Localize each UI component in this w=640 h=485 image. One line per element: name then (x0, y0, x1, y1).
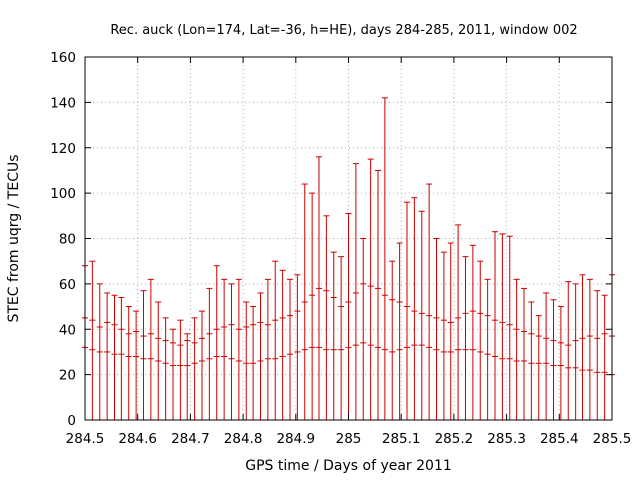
error-bar-point (586, 278, 593, 420)
y-tick-label: 120 (50, 141, 76, 157)
error-bar-point (257, 292, 264, 420)
error-bar-point (301, 183, 308, 420)
error-bar-point (557, 306, 564, 420)
grid (85, 57, 612, 420)
x-tick-label: 285 (336, 431, 362, 447)
axis-ticks: 0 20 40 60 80 100 120 140 160 284.5 284.6 284.7 284.… (50, 50, 631, 447)
error-bar-point (279, 269, 286, 420)
error-bar-point (572, 283, 579, 420)
y-tick-label: 0 (67, 413, 76, 429)
error-bar-point (228, 283, 235, 420)
error-bar-point (191, 317, 198, 420)
error-bar-point (155, 301, 162, 420)
error-bar-point (243, 301, 250, 420)
error-bar-point (360, 238, 367, 420)
error-bar-point (264, 278, 271, 420)
y-tick-label: 100 (50, 186, 76, 202)
error-bar-point (506, 235, 513, 420)
error-bar-point (477, 260, 484, 420)
error-bar-point (198, 310, 205, 420)
error-bar-point (513, 278, 520, 420)
error-bar-point (162, 317, 169, 420)
error-bar-point (133, 310, 140, 420)
error-bar-point (455, 224, 462, 420)
x-tick-label: 284.8 (224, 431, 263, 447)
error-bar-point (235, 278, 242, 420)
error-bar-point (315, 156, 322, 420)
error-bar-point (330, 251, 337, 420)
error-bar-point (323, 215, 330, 420)
error-bar-point (96, 283, 103, 420)
error-bar-point (462, 256, 469, 420)
error-bar-point (375, 169, 382, 420)
error-bar-point (250, 306, 257, 420)
error-bar-point (381, 97, 388, 420)
error-bar-point (433, 238, 440, 420)
error-bar-point (206, 287, 213, 420)
error-bar-point (565, 281, 572, 420)
x-tick-label: 285.2 (435, 431, 474, 447)
error-bar-point (601, 294, 608, 420)
error-bar-point (170, 328, 177, 420)
error-bar-point (418, 210, 425, 420)
x-tick-label: 285.4 (540, 431, 579, 447)
error-bar-point (440, 251, 447, 420)
error-bar-point (411, 197, 418, 420)
x-tick-label: 285.3 (487, 431, 526, 447)
error-bar-point (579, 274, 586, 420)
y-tick-label: 40 (59, 322, 76, 338)
chart-title: Rec. auck (Lon=174, Lat=-36, h=HE), days… (110, 23, 577, 38)
y-tick-label: 140 (50, 95, 76, 111)
error-bar-point (118, 296, 125, 420)
error-bar-point (396, 242, 403, 420)
x-tick-label: 285.1 (382, 431, 421, 447)
x-tick-label: 284.7 (171, 431, 210, 447)
error-bar-point (543, 292, 550, 420)
error-bar-point (104, 292, 111, 420)
error-bar-point (426, 183, 433, 420)
error-bar-point (352, 163, 359, 420)
x-tick-label: 285.5 (593, 431, 632, 447)
x-tick-label: 284.5 (66, 431, 105, 447)
y-tick-label: 80 (59, 232, 76, 248)
error-bar-point (140, 290, 147, 420)
error-bar-point (338, 256, 345, 420)
y-tick-label: 60 (59, 277, 76, 293)
error-bar-point (469, 244, 476, 420)
x-tick-label: 284.9 (276, 431, 315, 447)
error-bar-point (213, 265, 220, 420)
error-bar-point (111, 294, 118, 420)
error-bar-point (492, 231, 499, 420)
error-bar-point (184, 333, 191, 420)
error-bar-point (389, 260, 396, 420)
y-tick-label: 20 (59, 368, 76, 384)
error-bar-point (177, 319, 184, 420)
y-tick-label: 160 (50, 50, 76, 66)
error-bar-point (147, 278, 154, 420)
plot-area (82, 97, 615, 420)
error-bar-point (594, 290, 601, 420)
error-bar-point (221, 278, 228, 420)
error-bar-point (287, 278, 294, 420)
error-bar-point (535, 315, 542, 420)
error-bar-point (403, 201, 410, 420)
error-bar-point (345, 213, 352, 420)
error-bar-point (447, 242, 454, 420)
error-bar-point (89, 260, 96, 420)
error-bar-point (125, 306, 132, 420)
x-axis-label: GPS time / Days of year 2011 (245, 458, 452, 474)
error-bar-point (272, 260, 279, 420)
error-bar-point (367, 158, 374, 420)
x-tick-label: 284.6 (118, 431, 157, 447)
error-bar-point (484, 278, 491, 420)
error-bar-point (294, 274, 301, 420)
error-bar-point (520, 287, 527, 420)
error-bar-point (499, 233, 506, 420)
y-axis-label: STEC from uqrg / TECUs (6, 154, 22, 322)
error-bar-point (528, 301, 535, 420)
error-bar-point (309, 192, 316, 420)
error-bar-point (550, 299, 557, 420)
